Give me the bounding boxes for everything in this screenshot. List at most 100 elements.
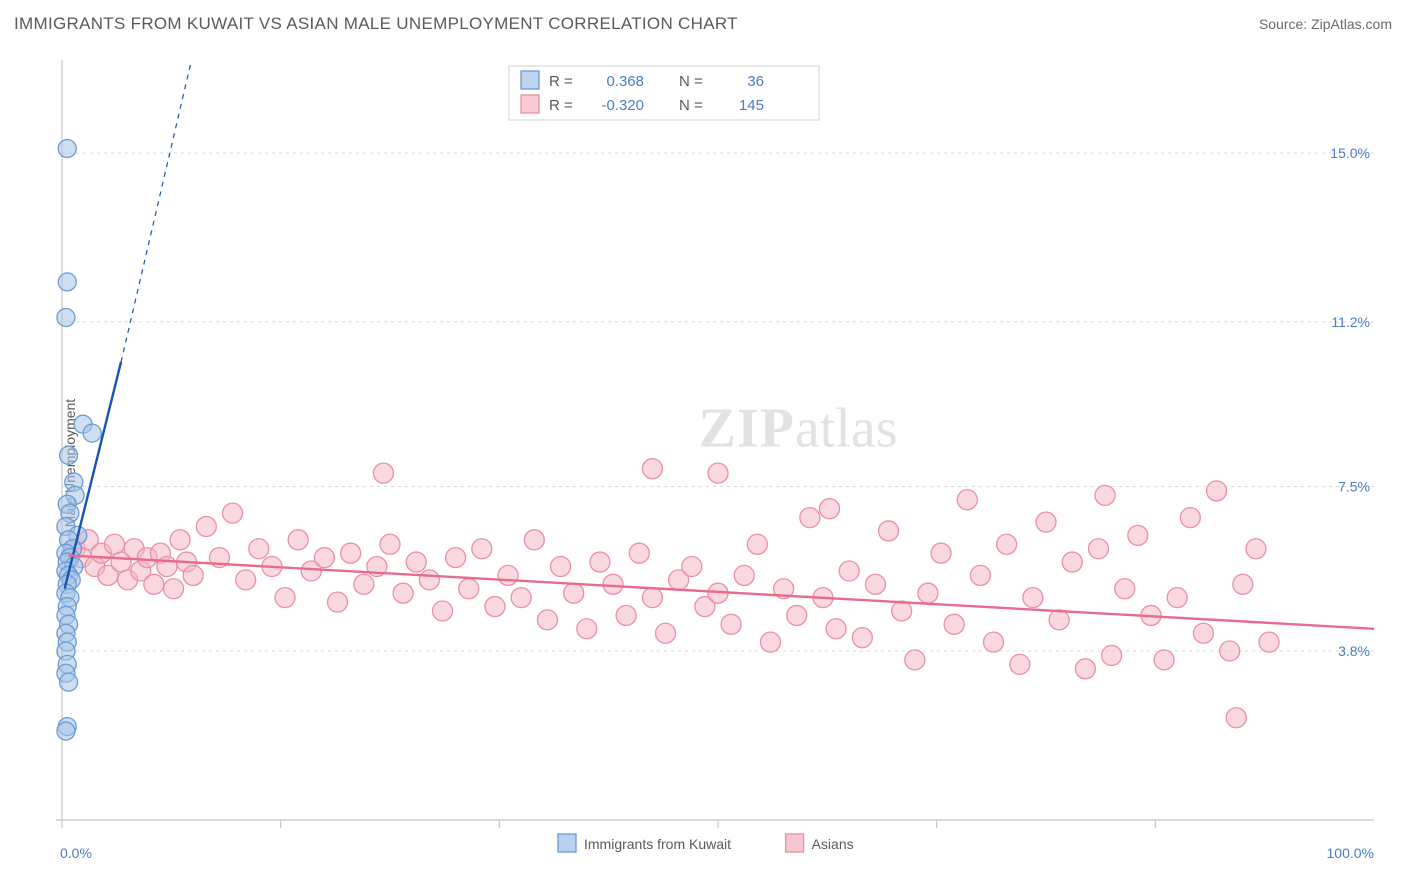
data-point	[58, 139, 76, 157]
legend-stat: R =	[549, 97, 573, 114]
data-point	[800, 508, 820, 528]
data-point	[1062, 552, 1082, 572]
data-point	[551, 557, 571, 577]
data-point	[196, 516, 216, 536]
data-point	[83, 424, 101, 442]
data-point	[957, 490, 977, 510]
data-point	[1023, 588, 1043, 608]
data-point	[721, 614, 741, 634]
data-point	[511, 588, 531, 608]
legend-stat: 36	[747, 73, 764, 90]
data-point	[524, 530, 544, 550]
data-point	[603, 574, 623, 594]
data-point	[57, 722, 75, 740]
data-point	[734, 565, 754, 585]
legend-stat: 0.368	[606, 73, 644, 90]
data-point	[747, 534, 767, 554]
data-point	[406, 552, 426, 572]
data-point	[275, 588, 295, 608]
data-point	[820, 499, 840, 519]
data-point	[57, 308, 75, 326]
data-point	[60, 446, 78, 464]
data-point	[1036, 512, 1056, 532]
data-point	[1233, 574, 1253, 594]
data-point	[170, 530, 190, 550]
data-point	[1075, 659, 1095, 679]
data-point	[1128, 525, 1148, 545]
data-point	[354, 574, 374, 594]
data-point	[58, 273, 76, 291]
data-point	[183, 565, 203, 585]
data-point	[879, 521, 899, 541]
chart-title: IMMIGRANTS FROM KUWAIT VS ASIAN MALE UNE…	[14, 14, 738, 34]
x-tick-label: 0.0%	[60, 845, 92, 861]
data-point	[393, 583, 413, 603]
data-point	[892, 601, 912, 621]
data-point	[918, 583, 938, 603]
data-point	[314, 548, 334, 568]
series-1	[65, 459, 1279, 728]
y-tick-label: 3.8%	[1338, 643, 1370, 659]
data-point	[373, 463, 393, 483]
data-point	[1049, 610, 1069, 630]
data-point	[104, 534, 124, 554]
data-point	[642, 459, 662, 479]
data-point	[682, 557, 702, 577]
data-point	[1154, 650, 1174, 670]
legend-swatch	[786, 834, 804, 852]
legend-swatch	[521, 71, 539, 89]
data-point	[1010, 654, 1030, 674]
data-point	[60, 673, 78, 691]
data-point	[1102, 645, 1122, 665]
data-point	[629, 543, 649, 563]
data-point	[1088, 539, 1108, 559]
legend-label: Immigrants from Kuwait	[584, 836, 731, 852]
data-point	[288, 530, 308, 550]
legend-stat: 145	[739, 97, 764, 114]
data-point	[839, 561, 859, 581]
data-point	[760, 632, 780, 652]
data-point	[787, 605, 807, 625]
chart-source: Source: ZipAtlas.com	[1259, 16, 1392, 32]
data-point	[1246, 539, 1266, 559]
data-point	[1259, 632, 1279, 652]
data-point	[537, 610, 557, 630]
data-point	[826, 619, 846, 639]
data-point	[970, 565, 990, 585]
data-point	[1207, 481, 1227, 501]
data-point	[577, 619, 597, 639]
data-point	[459, 579, 479, 599]
data-point	[564, 583, 584, 603]
legend-swatch	[558, 834, 576, 852]
data-point	[931, 543, 951, 563]
series-0	[57, 139, 101, 740]
data-point	[865, 574, 885, 594]
data-point	[380, 534, 400, 554]
data-point	[341, 543, 361, 563]
data-point	[1180, 508, 1200, 528]
chart-area: Male Unemployment 3.8%7.5%11.2%15.0%0.0%…	[14, 48, 1392, 878]
data-point	[1193, 623, 1213, 643]
data-point	[1220, 641, 1240, 661]
data-point	[236, 570, 256, 590]
data-point	[419, 570, 439, 590]
data-point	[328, 592, 348, 612]
data-point	[498, 565, 518, 585]
x-tick-label: 100.0%	[1327, 845, 1374, 861]
data-point	[590, 552, 610, 572]
data-point	[472, 539, 492, 559]
legend-swatch	[521, 95, 539, 113]
data-point	[905, 650, 925, 670]
data-point	[997, 534, 1017, 554]
data-point	[1095, 485, 1115, 505]
trend-line-extrapolated	[121, 64, 191, 362]
y-tick-label: 7.5%	[1338, 478, 1370, 494]
data-point	[616, 605, 636, 625]
chart-header: IMMIGRANTS FROM KUWAIT VS ASIAN MALE UNE…	[14, 14, 1392, 34]
scatter-plot: 3.8%7.5%11.2%15.0%0.0%100.0%ZIPatlasR =0…	[14, 48, 1392, 878]
data-point	[708, 463, 728, 483]
legend-stat: N =	[679, 73, 703, 90]
data-point	[1167, 588, 1187, 608]
data-point	[852, 628, 872, 648]
watermark: ZIPatlas	[699, 397, 898, 459]
